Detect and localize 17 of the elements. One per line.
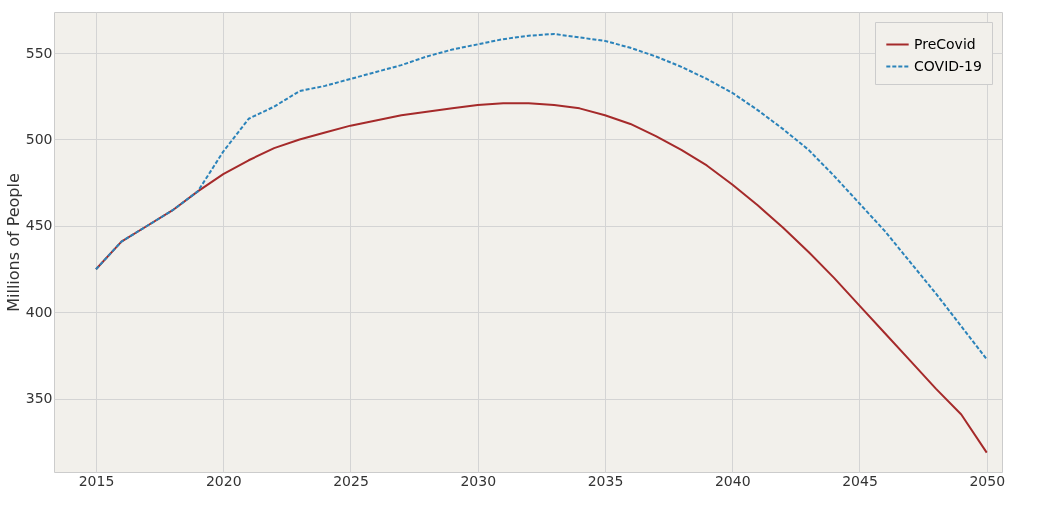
line-series (94, 32, 988, 361)
x-tick-label: 2035 (587, 472, 624, 489)
x-tick-label: 2025 (333, 472, 369, 489)
x-tick-label: 2040 (714, 472, 751, 489)
x-tick-label: 2045 (842, 472, 878, 489)
x-tick-label: 2030 (460, 472, 497, 489)
y-tick-label: 500 (25, 131, 53, 147)
y-axis-title: Millions of People (3, 173, 23, 312)
legend-label: PreCovid (914, 35, 976, 52)
y-tick-label: 450 (25, 217, 53, 234)
legend-label: COVID-19 (914, 57, 982, 74)
y-tick-label: 550 (25, 44, 53, 61)
x-tick-label: 2020 (205, 472, 242, 489)
y-tick-label: 350 (25, 390, 53, 407)
x-tick-label: 2015 (78, 472, 115, 489)
y-tick-label: 400 (25, 304, 53, 320)
x-tick-label: 2050 (969, 472, 1006, 489)
